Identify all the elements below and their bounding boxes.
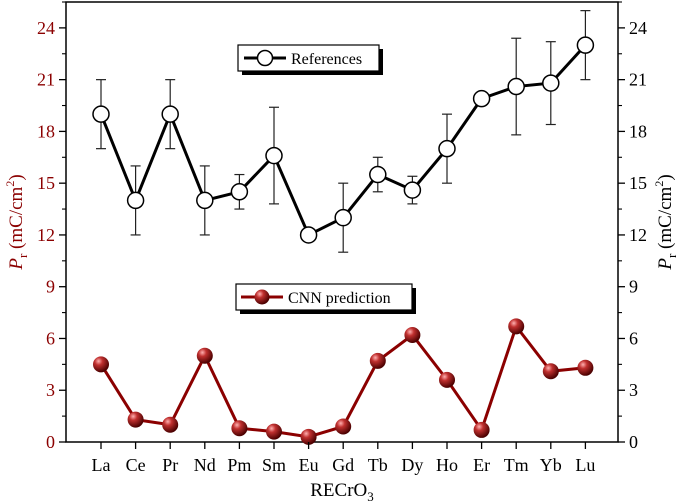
left-y-axis-title-sup: 2 [3,181,17,187]
left-y-tick-label: 15 [37,173,55,193]
right-y-tick-label: 0 [629,432,638,452]
right-y-tick-label: 21 [629,70,647,90]
cnn-prediction-point [196,347,213,364]
left-y-tick-label: 6 [46,328,55,348]
x-tick-label: Gd [332,455,354,475]
x-tick-label: Er [473,455,490,475]
references-point [196,191,214,210]
cnn-prediction-point [439,371,455,388]
left-y-tick-label: 3 [46,380,55,400]
references-point [403,181,422,199]
left-y-axis: 0 3 6 9 12 15 18 21 24 [37,1,66,452]
right-y-axis-title: Pr (mC/cm2) [652,174,679,270]
cnn-prediction-point [542,363,559,380]
left-y-axis-title-unit: (mC/cm [6,186,27,253]
cnn-prediction-point [473,421,490,438]
references-point [230,183,249,201]
references-point [334,208,352,227]
references-point [369,165,387,184]
right-y-axis: 0 3 6 9 12 15 18 21 24 [618,1,647,452]
right-y-axis-title-symbol: P [655,258,676,271]
x-tick-label: Sm [262,455,286,475]
cnn-prediction-point [93,356,109,373]
cnn-prediction-point [300,428,317,445]
legend-cnn-label: CNN prediction [288,290,391,307]
right-y-tick-label: 6 [629,328,638,348]
x-tick-label: Ho [436,455,458,475]
references-point [507,77,525,96]
left-y-tick-label: 18 [37,121,55,141]
right-y-axis-title-close: ) [655,174,676,180]
references-point [576,36,595,54]
right-y-axis-title-sub: r [664,253,679,258]
right-y-axis-title-sup: 2 [652,181,666,187]
x-tick-label: Tb [368,455,388,475]
x-tick-label: Pr [162,455,178,475]
right-y-tick-label: 3 [629,380,638,400]
plot-area [65,1,619,445]
cnn-prediction-point [508,318,525,335]
x-tick-label: La [92,455,111,475]
cnn-prediction-point [577,359,594,376]
right-y-tick-label: 15 [629,173,647,193]
cnn-prediction-point [231,420,248,437]
legend-cnn-marker [254,289,270,305]
cnn-prediction-point [162,416,179,433]
left-y-tick-label: 24 [37,18,55,38]
cnn-prediction-point [266,423,282,440]
left-y-axis-title-sub: r [15,253,30,258]
x-axis: La Ce Pr Nd Pm Sm Eu Gd Tb Dy Ho Er Tm Yb Lu [92,442,595,475]
legend-references-label: References [291,51,362,68]
references-point [542,74,560,92]
right-y-tick-label: 24 [629,18,647,38]
x-tick-label: Dy [401,455,423,475]
x-tick-label: Eu [299,455,319,475]
x-tick-label: Tm [504,455,529,475]
references-point [438,139,456,158]
right-y-tick-label: 9 [629,277,638,297]
references-point [161,105,179,123]
right-y-axis-title-unit: (mC/cm [655,186,676,253]
legend-references: References [237,44,383,75]
plot-frame [65,1,619,443]
cnn-prediction-point [127,411,144,428]
right-y-tick-label: 12 [629,225,647,245]
references-point [265,146,283,165]
x-axis-title: RECrO3 [310,480,374,503]
cnn-prediction-point [404,327,421,344]
left-y-axis-title-close: ) [6,174,27,180]
references-point [126,191,145,210]
legend-cnn-prediction: CNN prediction [235,283,416,314]
left-y-axis-title: Pr (mC/cm2) [3,174,30,270]
cnn-prediction-point [335,418,352,435]
x-tick-label: Ce [126,455,146,475]
right-y-tick-label: 18 [629,121,647,141]
left-y-axis-title-symbol: P [6,258,27,271]
references-point [472,89,491,108]
x-axis-title-main: RECrO [310,480,367,501]
x-tick-label: Nd [194,455,216,475]
references-point [92,105,110,123]
left-y-tick-label: 9 [46,277,55,297]
left-y-tick-label: 21 [37,70,55,90]
left-y-tick-label: 0 [46,432,55,452]
references-point [299,226,318,244]
legend-references-marker [256,49,274,67]
cnn-prediction-point [369,352,386,369]
x-tick-label: Pm [227,455,251,475]
x-tick-label: Yb [540,455,562,475]
x-axis-title-sub: 3 [367,489,374,503]
x-tick-label: Lu [575,455,595,475]
left-y-tick-label: 12 [37,225,55,245]
